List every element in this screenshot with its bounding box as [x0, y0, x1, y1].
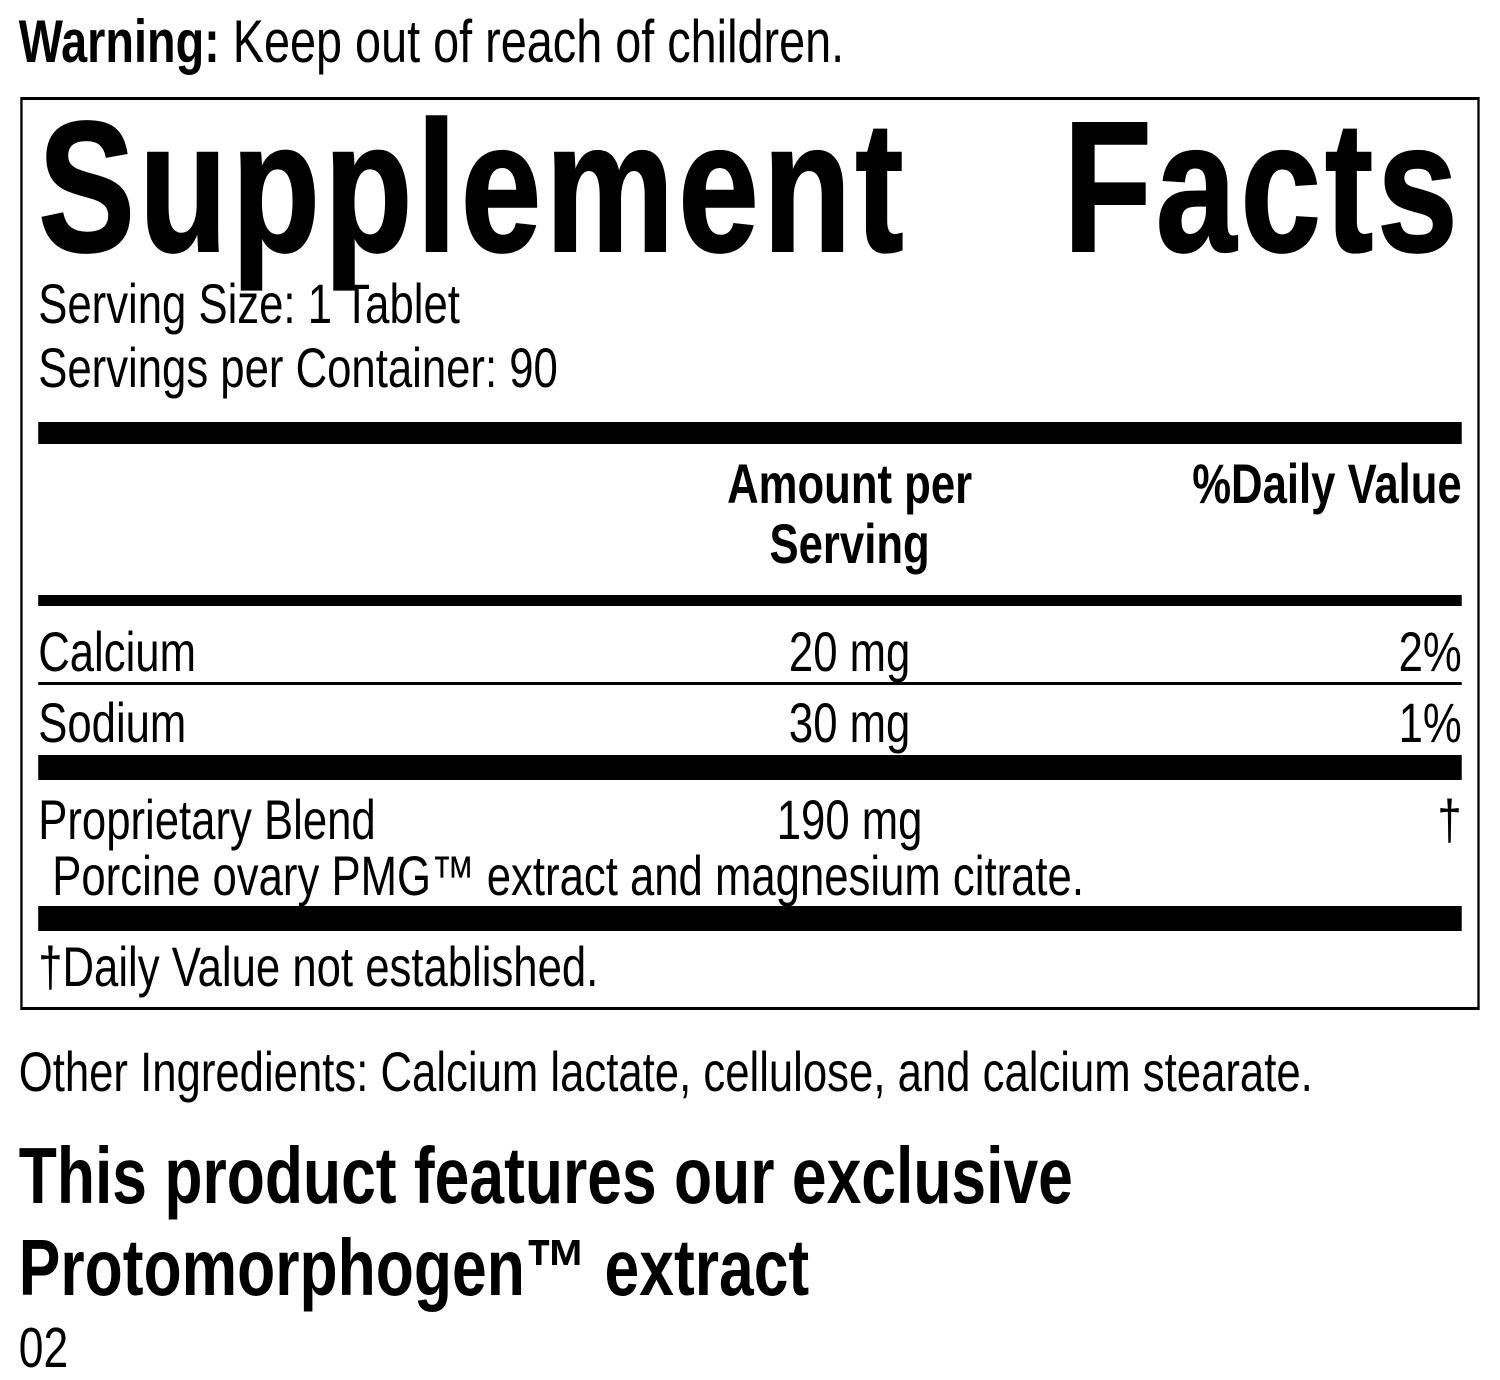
- nutrient-row-calcium: Calcium 20 mg 2%: [38, 606, 1462, 685]
- feature-line-1: This product features our exclusive: [18, 1131, 1073, 1220]
- serving-size-line: Serving Size: 1 Tablet: [38, 272, 460, 335]
- other-ingredients-line: Other Ingredients: Calcium lactate, cell…: [18, 1040, 1313, 1103]
- serving-info: Serving Size: 1 Tablet Servings per Cont…: [38, 272, 1462, 400]
- page-number: 02: [18, 1316, 69, 1380]
- nutrient-daily-value: 2%: [1398, 620, 1462, 683]
- feature-line-2: Protomorphogen™ extract: [18, 1223, 810, 1312]
- nutrient-daily-value: 1%: [1398, 691, 1462, 754]
- divider-bar-above-footnote: [38, 906, 1462, 931]
- nutrient-amount: 20 mg: [788, 620, 911, 683]
- dagger-symbol: †: [1437, 788, 1462, 851]
- nutrient-name: Proprietary Blend: [38, 788, 376, 851]
- proprietary-blend-description: Porcine ovary PMG™ extract and magnesium…: [52, 844, 1084, 907]
- nutrient-row-sodium: Sodium 30 mg 1%: [38, 685, 1462, 755]
- divider-bar-above-blend: [38, 755, 1462, 780]
- nutrient-amount: 30 mg: [788, 691, 911, 754]
- amount-per-serving-header: Amount per Serving: [727, 452, 973, 575]
- warning-label: Warning:: [18, 8, 220, 75]
- warning-line: Warning: Keep out of reach of children.: [19, 12, 1500, 72]
- divider-bar-thick-top: [38, 422, 1462, 444]
- servings-per-container-line: Servings per Container: 90: [38, 336, 558, 399]
- column-header-row: Amount per Serving %Daily Value: [38, 454, 1462, 574]
- title-word-facts: Facts: [1062, 83, 1462, 292]
- proprietary-blend-row: Proprietary Blend 190 mg †: [38, 780, 1462, 848]
- supplement-label: Warning: Keep out of reach of children. …: [0, 12, 1500, 1378]
- panel-title: Supplement Facts: [37, 83, 1462, 292]
- nutrient-amount: 190 mg: [776, 788, 923, 851]
- daily-value-footnote: †Daily Value not established.: [38, 935, 599, 998]
- divider-bar-under-header: [38, 595, 1462, 606]
- daily-value-header: %Daily Value: [1192, 452, 1462, 515]
- nutrient-name: Calcium: [38, 620, 196, 683]
- feature-statement: This product features our exclusive Prot…: [19, 1130, 1500, 1314]
- supplement-facts-panel: Supplement Facts Serving Size: 1 Tablet …: [20, 83, 1480, 1010]
- nutrient-name: Sodium: [38, 691, 187, 754]
- header-spacer: [38, 454, 679, 574]
- warning-message: Keep out of reach of children.: [219, 8, 845, 75]
- title-word-supplement: Supplement: [37, 83, 908, 292]
